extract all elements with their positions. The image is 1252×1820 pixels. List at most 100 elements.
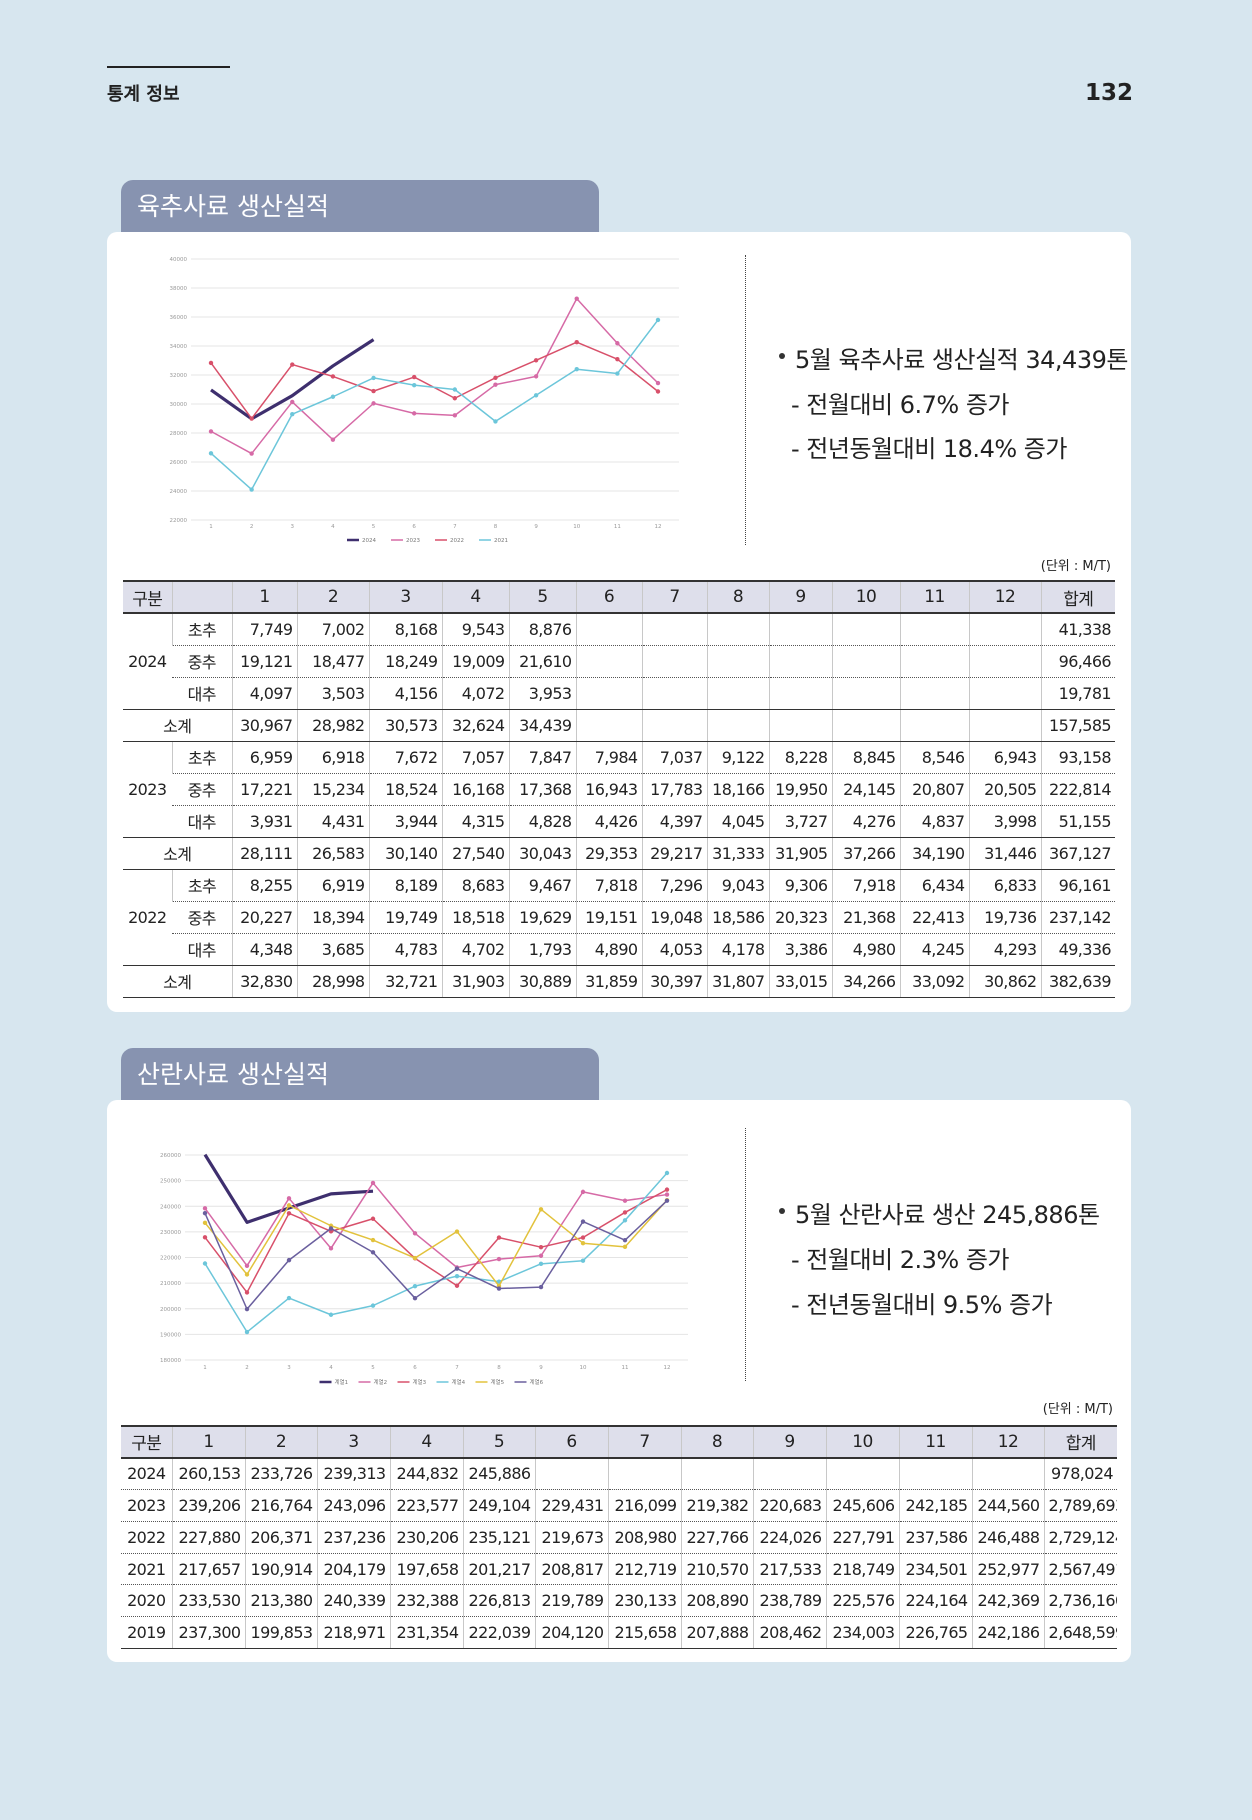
series-marker	[290, 411, 295, 417]
table-cell: 49,336	[1040, 933, 1115, 966]
series-marker	[622, 1218, 628, 1223]
table-cell: 224,164	[898, 1584, 972, 1618]
table-cell: 4,072	[441, 677, 509, 710]
series-marker	[371, 401, 376, 406]
series-marker	[538, 1207, 544, 1212]
series-marker	[538, 1284, 544, 1290]
table-cell: 15,234	[296, 773, 369, 806]
series-line	[204, 1188, 668, 1294]
bullet-dot	[779, 1208, 785, 1214]
table-cell	[706, 613, 769, 646]
table-cell: 245,606	[825, 1489, 899, 1522]
table-cell: 8,683	[441, 869, 509, 902]
header-rule	[107, 66, 230, 68]
table-cell: 31,807	[706, 965, 769, 998]
table-cell: 208,890	[680, 1584, 753, 1618]
table-row: 중추 20,227 18,394 19,749 18,518 19,629 19,151 19…	[123, 901, 1115, 934]
table-row: 2024 260,153 233,726 239,313 244,832 245,886 9…	[121, 1457, 1117, 1491]
table-cell: 중추	[172, 645, 232, 678]
x-tick-label: 3	[287, 1365, 291, 1371]
series-marker	[330, 374, 336, 379]
x-tick-label: 7	[453, 524, 457, 530]
series-marker	[412, 1295, 418, 1301]
table-cell	[575, 709, 642, 742]
table-cell: 215,658	[607, 1616, 681, 1650]
bullet: - 전월대비 2.3% 증가	[791, 1246, 1010, 1274]
series-marker	[412, 1255, 418, 1261]
table-cell: 242,186	[971, 1616, 1044, 1650]
bullet: - 전년동월대비 9.5% 증가	[791, 1291, 1053, 1319]
table-cell: 4,045	[706, 805, 769, 838]
series-marker	[452, 396, 458, 401]
series-marker	[370, 1216, 376, 1221]
table-row: 중추 17,221 15,234 18,524 16,168 17,368 16,943 17…	[123, 773, 1115, 806]
table-cell: 30,043	[508, 837, 576, 870]
table-cell: 6,959	[231, 741, 297, 774]
table-cell: 4,828	[508, 805, 576, 838]
table-cell: 197,658	[389, 1553, 463, 1586]
table-row: 2023 초추 6,959 6,918 7,672 7,057 7,847 7,984 7,03…	[123, 741, 1115, 838]
y-tick-label: 28000	[170, 431, 188, 437]
table-cell: 206,371	[244, 1521, 317, 1554]
x-tick-label: 11	[622, 1365, 629, 1371]
table-cell: 37,266	[831, 837, 900, 870]
series-marker	[454, 1266, 460, 1271]
table-cell	[898, 1457, 972, 1491]
table-cell: 224,026	[752, 1521, 826, 1554]
table-cell	[899, 645, 969, 678]
table-cell: 소계	[123, 709, 232, 742]
series-marker	[496, 1286, 502, 1291]
series-marker	[580, 1219, 586, 1224]
series-marker	[533, 374, 539, 379]
table-cell: 28,111	[231, 837, 297, 870]
series-line	[210, 338, 375, 421]
series-marker	[615, 356, 620, 362]
table-row: 2021 217,657 190,914 204,179 197,658 201,217 2…	[121, 1553, 1117, 1586]
table-cell	[641, 709, 707, 742]
table-row: 2019 237,300 199,853 218,971 231,354 222,039 2…	[121, 1616, 1117, 1650]
table-cell: 233,530	[171, 1584, 245, 1618]
y-tick-label: 190000	[160, 1332, 181, 1338]
bullet: - 전월대비 6.7% 증가	[791, 391, 1010, 419]
x-tick-label: 8	[497, 1365, 501, 1371]
table-cell: 226,765	[898, 1616, 972, 1650]
table-cell: 7,002	[296, 613, 369, 646]
table-cell	[899, 709, 969, 742]
table-cell: 31,859	[575, 965, 642, 998]
table-cell	[641, 613, 707, 646]
table-cell	[680, 1457, 753, 1491]
y-tick-label: 40000	[170, 257, 188, 263]
table-cell	[171, 580, 232, 614]
section-tab: 산란사료 생산실적	[121, 1048, 599, 1102]
table-cell: 32,624	[441, 709, 509, 742]
header-row: 구분 1 2 3 4 5 6 7 8 9 10 11 12 합계	[123, 580, 1115, 614]
x-tick-label: 1	[203, 1365, 207, 1371]
table-cell: 2023	[123, 741, 172, 838]
table-cell: 218,971	[316, 1616, 390, 1650]
header-row: 구분 1 2 3 4 5 6 7 8 9 10 11 12 합계	[121, 1425, 1117, 1459]
table-cell: 합계	[1040, 580, 1115, 614]
table-cell: 2,789,693	[1043, 1489, 1117, 1522]
table-cell: 51,155	[1040, 805, 1115, 838]
table-cell: 4,315	[441, 805, 509, 838]
table-cell: 207,888	[680, 1616, 753, 1650]
series-marker	[615, 371, 620, 376]
table-cell: 4,426	[575, 805, 642, 838]
table-cell: 18,394	[296, 901, 369, 934]
series-marker	[622, 1198, 628, 1203]
table-cell: 4,431	[296, 805, 369, 838]
table-cell: 30,140	[368, 837, 442, 870]
table-cell: 208,817	[534, 1553, 608, 1586]
table-cell: 34,439	[508, 709, 576, 742]
table-cell: 218,749	[825, 1553, 899, 1586]
table-cell: 219,789	[534, 1584, 608, 1618]
table-cell: 227,766	[680, 1521, 753, 1554]
table-cell: 4,156	[368, 677, 442, 710]
table-cell: 31,333	[706, 837, 769, 870]
table-cell	[575, 613, 642, 646]
series-marker	[370, 1237, 376, 1243]
table-cell: 5	[508, 580, 576, 614]
x-tick-label: 11	[614, 524, 621, 530]
table-cell	[607, 1457, 681, 1491]
table-cell: 237,300	[171, 1616, 245, 1650]
